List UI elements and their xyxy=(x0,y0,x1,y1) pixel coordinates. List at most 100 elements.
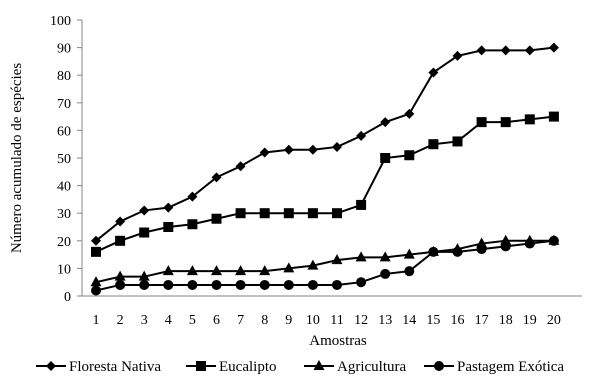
legend-entry: Agricultura xyxy=(304,359,406,375)
y-tick-label: 30 xyxy=(57,207,71,222)
data-point xyxy=(332,279,342,290)
data-point xyxy=(356,199,367,210)
data-point xyxy=(115,235,126,246)
data-point xyxy=(428,246,439,257)
data-point xyxy=(235,265,247,276)
data-point xyxy=(500,241,511,252)
x-tick-label: 5 xyxy=(189,313,196,328)
x-tick-label: 13 xyxy=(378,313,392,328)
x-tick-label: 12 xyxy=(354,313,368,328)
data-point xyxy=(259,265,271,276)
data-point xyxy=(90,276,102,287)
x-tick-label: 6 xyxy=(213,313,220,328)
data-point xyxy=(548,235,559,246)
data-point xyxy=(380,153,391,163)
data-point xyxy=(235,279,246,290)
legend-label: Pastagem Exótica xyxy=(457,359,564,375)
data-point xyxy=(548,42,559,53)
data-point xyxy=(235,208,246,219)
series-2 xyxy=(91,111,559,257)
data-point xyxy=(283,208,294,219)
data-point xyxy=(500,117,511,128)
data-point xyxy=(163,279,174,290)
legend-marker xyxy=(313,360,325,370)
series-line xyxy=(95,46,555,242)
x-tick-label: 11 xyxy=(330,313,343,328)
legend-label: Floresta Nativa xyxy=(69,359,161,375)
y-axis-label-group: Número acumulado de espécies xyxy=(9,63,25,254)
y-tick-label: 80 xyxy=(57,69,71,84)
data-point xyxy=(139,279,150,290)
series-1 xyxy=(91,42,559,246)
x-tick-label: 15 xyxy=(426,313,440,328)
x-tick-label: 16 xyxy=(451,313,465,328)
x-tick-label: 9 xyxy=(285,313,292,328)
data-point xyxy=(476,45,487,56)
y-tick-label: 10 xyxy=(57,262,71,277)
data-point xyxy=(211,279,222,290)
data-point xyxy=(331,254,343,265)
series-3 xyxy=(90,234,560,287)
data-point xyxy=(115,216,126,227)
data-point xyxy=(259,147,270,158)
data-point xyxy=(138,270,150,281)
legend: Floresta Nativa Eucalipto Agricultura Pasta… xyxy=(36,359,564,375)
legend-entry: Floresta Nativa xyxy=(36,359,161,375)
x-axis-label: Amostras xyxy=(309,333,367,349)
data-point xyxy=(428,67,439,78)
data-point xyxy=(91,246,101,257)
data-point xyxy=(235,161,246,172)
series-group xyxy=(90,42,560,296)
x-tick-label: 3 xyxy=(141,313,148,328)
x-tick-label: 10 xyxy=(306,313,320,328)
data-point xyxy=(380,268,391,279)
y-axis-label: Número acumulado de espécies xyxy=(9,63,25,254)
data-point xyxy=(379,251,391,262)
x-tick-label: 18 xyxy=(499,313,513,328)
data-point xyxy=(307,144,318,155)
y-tick-label: 50 xyxy=(57,152,71,167)
data-point xyxy=(452,136,463,147)
data-point xyxy=(211,213,222,224)
data-point xyxy=(332,208,342,219)
x-tick-label: 4 xyxy=(165,313,172,328)
y-tick-label: 70 xyxy=(57,97,71,112)
x-tick-label: 19 xyxy=(523,313,537,328)
y-tick-labels: 0 10 20 30 40 50 60 70 80 90 100 xyxy=(50,14,82,305)
data-point xyxy=(524,45,535,56)
series-line xyxy=(95,239,554,284)
data-point xyxy=(476,117,487,128)
data-point xyxy=(307,279,318,290)
data-point xyxy=(139,227,150,238)
y-tick-label: 60 xyxy=(57,124,71,139)
data-point xyxy=(162,265,174,276)
data-point xyxy=(332,141,342,152)
data-point xyxy=(524,114,535,125)
data-point xyxy=(283,279,294,290)
data-point xyxy=(404,150,415,161)
series-4 xyxy=(91,235,559,296)
data-point xyxy=(403,248,415,259)
x-tick-label: 17 xyxy=(475,313,489,328)
x-tick-label: 20 xyxy=(547,313,561,328)
legend-label: Agricultura xyxy=(337,359,406,375)
data-point xyxy=(524,238,535,249)
x-tick-label: 14 xyxy=(402,313,416,328)
y-tick-label: 20 xyxy=(57,235,71,250)
legend-marker xyxy=(46,361,56,371)
legend-marker xyxy=(434,361,444,371)
y-tick-label: 90 xyxy=(57,42,71,57)
data-point xyxy=(500,45,511,56)
y-tick-label: 40 xyxy=(57,180,71,195)
data-point xyxy=(187,279,198,290)
data-point xyxy=(259,279,270,290)
data-point xyxy=(187,191,198,202)
data-point xyxy=(476,244,487,255)
data-point xyxy=(452,50,463,61)
x-tick-label: 1 xyxy=(93,313,100,328)
x-tick-label: 2 xyxy=(117,313,124,328)
y-tick-label: 100 xyxy=(50,14,71,29)
data-point xyxy=(380,117,391,128)
legend-marker xyxy=(196,361,206,371)
